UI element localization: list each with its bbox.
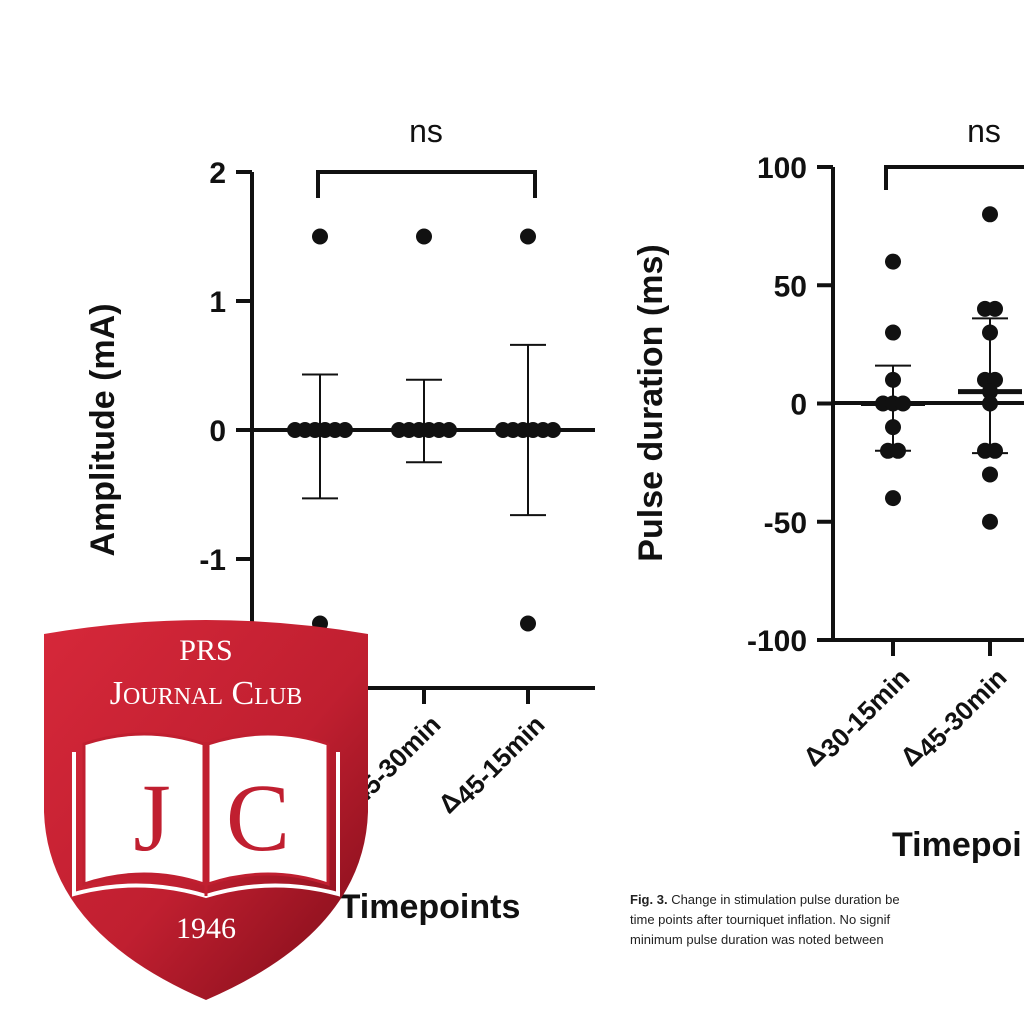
category-label: Δ45-15min bbox=[432, 705, 550, 823]
data-point bbox=[885, 253, 901, 270]
caption-line-2: time points after tourniquet inflation. … bbox=[630, 912, 891, 927]
left-significance-bracket: ns bbox=[316, 113, 537, 198]
data-point bbox=[982, 513, 998, 530]
left-ns-label: ns bbox=[409, 113, 443, 149]
left-y-ticks: 2 1 0 -1 bbox=[199, 157, 252, 577]
caption-line-3: minimum pulse duration was noted between bbox=[630, 932, 884, 947]
right-data-marks bbox=[861, 206, 1022, 530]
y-tick-label: 2 bbox=[209, 157, 226, 190]
data-point bbox=[987, 442, 1003, 459]
y-tick-label: 1 bbox=[209, 286, 226, 319]
right-x-axis-label: Timepoints bbox=[892, 826, 1024, 864]
y-tick-label: 0 bbox=[790, 389, 807, 422]
right-significance-bracket: ns bbox=[884, 113, 1024, 190]
data-point bbox=[520, 228, 536, 245]
data-point bbox=[982, 395, 998, 412]
data-point bbox=[416, 228, 432, 245]
data-point bbox=[982, 206, 998, 223]
badge-line-1: PRS bbox=[179, 634, 232, 667]
left-y-axis-label: Amplitude (mA) bbox=[84, 303, 122, 556]
badge-line-2: Journal Club bbox=[110, 675, 302, 712]
y-tick-label: 50 bbox=[774, 270, 807, 303]
data-point bbox=[885, 490, 901, 507]
right-x-ticks bbox=[891, 640, 992, 656]
y-tick-label: 100 bbox=[757, 152, 807, 185]
data-point bbox=[520, 615, 536, 632]
left-x-axis-label: Timepoints bbox=[340, 888, 521, 926]
data-point bbox=[312, 228, 328, 245]
data-point bbox=[885, 371, 901, 388]
data-point bbox=[890, 442, 906, 459]
caption-line-1: Change in stimulation pulse duration be bbox=[671, 892, 900, 907]
data-point bbox=[987, 300, 1003, 317]
badge-monogram-left: J bbox=[133, 764, 170, 871]
figure-caption: Fig. 3. Change in stimulation pulse dura… bbox=[630, 890, 1024, 948]
caption-figure-label: Fig. 3. bbox=[630, 892, 668, 907]
right-y-axis-label: Pulse duration (ms) bbox=[632, 244, 670, 561]
open-book-icon bbox=[72, 732, 340, 899]
prs-journal-club-badge: PRS Journal Club J C 1946 bbox=[44, 620, 368, 1000]
badge-year: 1946 bbox=[176, 912, 236, 945]
badge-monogram-right: C bbox=[226, 764, 290, 871]
right-y-ticks: 100 50 0 -50 -100 bbox=[747, 152, 833, 658]
category-label: Δ30-15min bbox=[797, 658, 915, 776]
y-tick-label: -100 bbox=[747, 625, 807, 658]
data-point bbox=[982, 324, 998, 341]
y-tick-label: 0 bbox=[209, 415, 226, 448]
data-point bbox=[885, 324, 901, 341]
data-point bbox=[885, 419, 901, 436]
data-point bbox=[982, 466, 998, 483]
pulse-duration-chart: 100 50 0 -50 -100 ns Pulse duration (ms) Tim… bbox=[632, 113, 1024, 864]
left-data-marks bbox=[287, 228, 561, 632]
right-ns-label: ns bbox=[967, 113, 1001, 149]
y-tick-label: -1 bbox=[199, 544, 226, 577]
y-tick-label: -50 bbox=[764, 507, 807, 540]
category-label: Δ45-30min bbox=[894, 658, 1012, 776]
